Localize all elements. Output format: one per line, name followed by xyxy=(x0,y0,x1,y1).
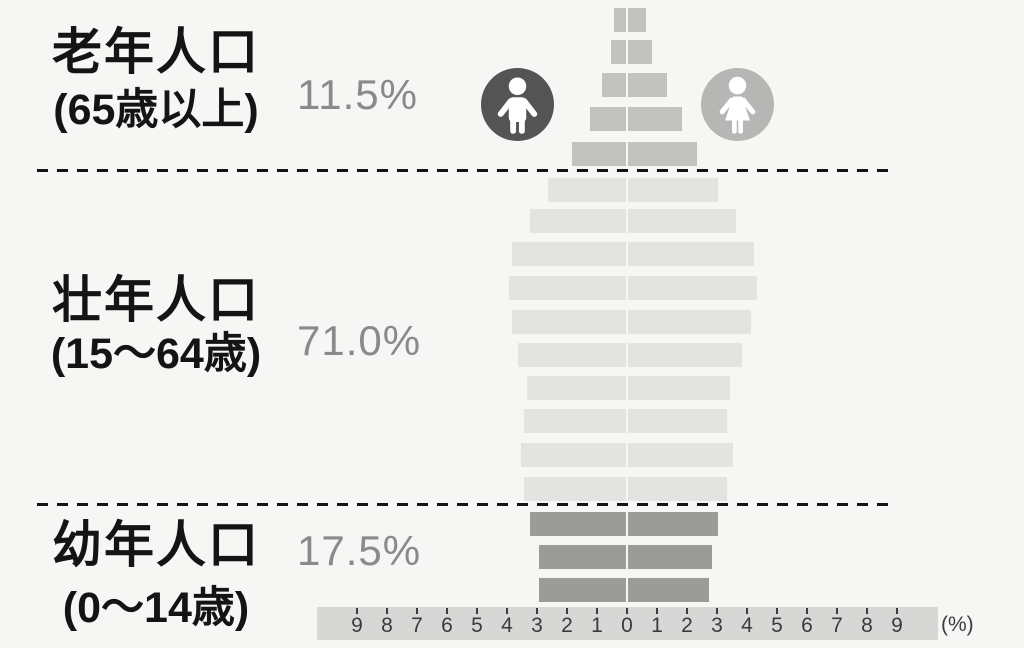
bar-female-working-8 xyxy=(628,443,733,467)
bar-male-working-9 xyxy=(524,477,626,501)
bar-female-working-7 xyxy=(628,409,727,433)
bar-male-elderly-3 xyxy=(590,107,626,131)
bar-female-working-9 xyxy=(628,477,727,501)
axis-tick-label-16: 7 xyxy=(831,614,843,637)
axis-tick-label-10: 1 xyxy=(651,614,663,637)
axis-tick-11 xyxy=(686,608,688,614)
axis-tick-label-11: 2 xyxy=(681,614,693,637)
axis-unit-label: (%) xyxy=(941,613,974,636)
bar-female-elderly-0 xyxy=(628,8,646,32)
bar-male-working-7 xyxy=(524,409,626,433)
bar-female-young-0 xyxy=(628,512,718,536)
young-share: 17.5% xyxy=(297,527,422,574)
bar-female-working-0 xyxy=(628,178,718,202)
divider-working-young xyxy=(37,503,897,506)
axis-tick-label-6: 3 xyxy=(531,614,543,637)
axis-tick-label-17: 8 xyxy=(861,614,873,637)
bar-male-elderly-0 xyxy=(614,8,626,32)
elderly-share: 11.5% xyxy=(297,71,418,118)
axis-tick-2 xyxy=(416,608,418,614)
axis-tick-label-5: 4 xyxy=(501,614,513,637)
elderly-age-range: (65歳以上) xyxy=(53,86,259,134)
axis-tick-17 xyxy=(866,608,868,614)
divider-elderly-working xyxy=(37,169,897,172)
axis-tick-14 xyxy=(776,608,778,614)
bar-male-working-0 xyxy=(548,178,626,202)
bar-female-working-6 xyxy=(628,376,730,400)
bar-female-working-4 xyxy=(628,310,751,334)
axis-tick-label-13: 4 xyxy=(741,614,753,637)
bar-female-young-2 xyxy=(628,578,709,602)
axis-tick-10 xyxy=(656,608,658,614)
working-share: 71.0% xyxy=(297,317,422,364)
axis-tick-label-18: 9 xyxy=(891,614,903,637)
bar-male-working-4 xyxy=(512,310,626,334)
axis-tick-15 xyxy=(806,608,808,614)
bar-male-working-1 xyxy=(530,209,626,233)
axis-tick-8 xyxy=(596,608,598,614)
axis-tick-9 xyxy=(626,608,628,614)
bar-male-working-2 xyxy=(512,242,626,266)
axis-tick-label-8: 1 xyxy=(591,614,603,637)
axis-tick-label-3: 6 xyxy=(441,614,453,637)
axis-tick-4 xyxy=(476,608,478,614)
bar-female-working-3 xyxy=(628,276,757,300)
working-label: 壮年人口 xyxy=(52,272,260,328)
female-icon xyxy=(701,68,774,141)
bar-male-working-5 xyxy=(518,343,626,367)
axis-tick-label-12: 3 xyxy=(711,614,723,637)
axis-tick-13 xyxy=(746,608,748,614)
axis-tick-5 xyxy=(506,608,508,614)
bar-male-elderly-1 xyxy=(611,40,626,64)
bar-female-elderly-1 xyxy=(628,40,652,64)
axis-tick-16 xyxy=(836,608,838,614)
bar-female-working-5 xyxy=(628,343,742,367)
axis-tick-label-1: 8 xyxy=(381,614,393,637)
axis-tick-0 xyxy=(356,608,358,614)
working-age-range: (15〜64歳) xyxy=(50,330,262,378)
bar-male-working-8 xyxy=(521,443,626,467)
bar-male-working-6 xyxy=(527,376,626,400)
axis-tick-18 xyxy=(896,608,898,614)
elderly-label: 老年人口 xyxy=(52,24,260,80)
bar-male-elderly-4 xyxy=(572,142,626,166)
axis-tick-label-4: 5 xyxy=(471,614,483,637)
axis-tick-label-2: 7 xyxy=(411,614,423,637)
bar-female-young-1 xyxy=(628,545,712,569)
young-label: 幼年人口 xyxy=(52,517,260,573)
bar-male-elderly-2 xyxy=(602,73,626,97)
axis-tick-1 xyxy=(386,608,388,614)
bar-female-elderly-2 xyxy=(628,73,667,97)
axis-tick-label-0: 9 xyxy=(351,614,363,637)
axis-tick-label-15: 6 xyxy=(801,614,813,637)
axis-tick-6 xyxy=(536,608,538,614)
young-age-range: (0〜14歳) xyxy=(62,584,250,632)
bar-female-working-1 xyxy=(628,209,736,233)
axis-tick-label-14: 5 xyxy=(771,614,783,637)
axis-tick-label-7: 2 xyxy=(561,614,573,637)
bar-female-working-2 xyxy=(628,242,754,266)
male-icon xyxy=(481,68,554,141)
bar-female-elderly-3 xyxy=(628,107,682,131)
bar-male-working-3 xyxy=(509,276,626,300)
bar-female-elderly-4 xyxy=(628,142,697,166)
axis-tick-7 xyxy=(566,608,568,614)
axis-tick-3 xyxy=(446,608,448,614)
bar-male-young-0 xyxy=(530,512,626,536)
axis-tick-label-9: 0 xyxy=(621,614,633,637)
axis-tick-12 xyxy=(716,608,718,614)
bar-male-young-1 xyxy=(539,545,626,569)
bar-male-young-2 xyxy=(539,578,626,602)
